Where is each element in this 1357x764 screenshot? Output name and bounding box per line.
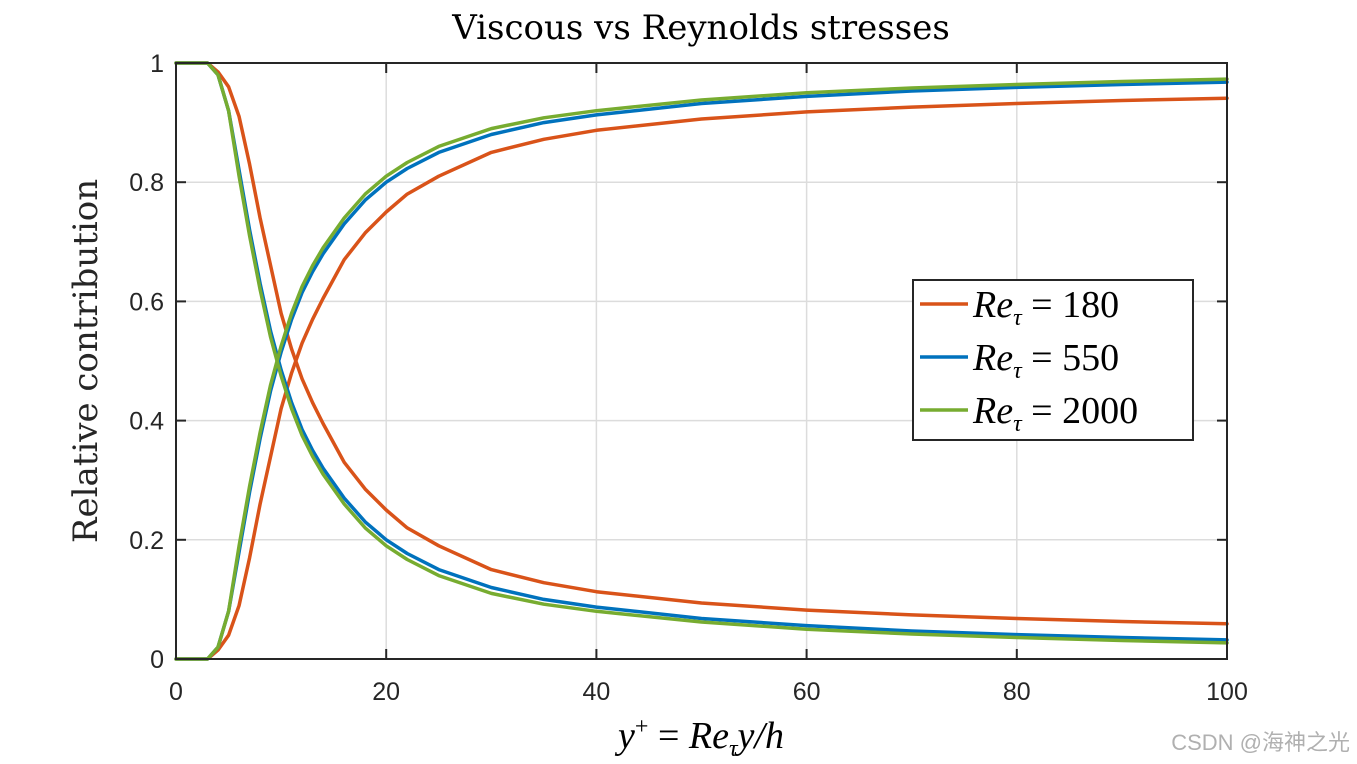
series-line-2000-viscous <box>174 61 1229 645</box>
tick-labels: 0 20 40 60 80 100 0 0.2 0.4 0.6 0.8 1 <box>129 50 1248 706</box>
x-tick-label: 100 <box>1206 678 1248 706</box>
legend-label-2000: Reτ = 2000 <box>972 390 1138 437</box>
y-axis-label: Relative contribution <box>66 179 106 543</box>
x-axis-label: y+ = Reτy/h <box>614 714 784 762</box>
x-label-eq: = <box>648 715 688 757</box>
series-line-180-viscous <box>174 61 1229 626</box>
x-axis-label-text: y+ = Reτy/h <box>614 714 784 762</box>
legend: Reτ = 180 Reτ = 550 Reτ = 2000 <box>912 279 1194 441</box>
x-tick-label: 80 <box>1003 678 1031 706</box>
series-group <box>174 61 1229 661</box>
y-tick-label: 0.8 <box>129 169 164 197</box>
x-label-rest: y/h <box>734 715 784 757</box>
ticks <box>175 62 1228 660</box>
y-tick-label: 0.4 <box>129 408 164 436</box>
x-label-tau: τ <box>729 736 739 762</box>
watermark: CSDN @海神之光 <box>1171 730 1350 755</box>
x-label-y: y <box>614 715 635 757</box>
x-tick-label: 40 <box>582 678 610 706</box>
axes-box <box>175 62 1228 660</box>
legend-box <box>912 279 1194 441</box>
y-tick-label: 0 <box>150 646 164 674</box>
x-tick-label: 60 <box>793 678 821 706</box>
x-tick-label: 20 <box>372 678 400 706</box>
legend-label-180: Reτ = 180 <box>972 284 1119 331</box>
series-line-2000-reynolds <box>174 77 1229 661</box>
x-tick-label: 0 <box>169 678 183 706</box>
chart-title: Viscous vs Reynolds stresses <box>451 8 950 48</box>
legend-label-550: Reτ = 550 <box>972 337 1119 384</box>
y-tick-label: 0.6 <box>129 288 164 316</box>
y-tick-label: 0.2 <box>129 527 164 555</box>
x-label-re: Re <box>688 715 729 757</box>
series-line-180-reynolds <box>174 96 1229 661</box>
y-tick-label: 1 <box>150 50 164 78</box>
x-label-sup: + <box>635 714 649 740</box>
